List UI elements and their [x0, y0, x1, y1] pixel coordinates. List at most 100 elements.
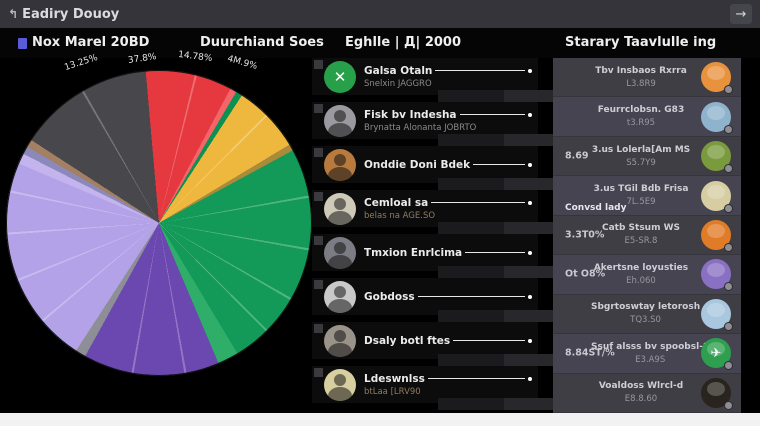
status-dot	[724, 361, 733, 371]
status-dot	[724, 321, 733, 331]
list-item[interactable]: Fisk bv Indesha Brynatta Alonanta JOBRTO	[312, 102, 558, 146]
sidebar-row[interactable]: 3.3T0% Catb Stsum WS E5-SR.8	[553, 216, 741, 256]
sidebar-row[interactable]: Convsd lady 3.us TGil Bdb Frisa 7L.5E9	[553, 176, 741, 216]
sidebar-row[interactable]: Ot O8% Akertsne loyusties Eh.060	[553, 255, 741, 295]
avatar	[324, 104, 356, 137]
avatar	[701, 101, 733, 134]
leader-dot	[528, 112, 532, 117]
list-item-title: Dsaly botl ftes	[364, 334, 451, 347]
right-sidebar: Tbv Insbaos Rxrra L3.8R9 Feurrclobsn. G83 t…	[553, 58, 741, 413]
leader-dot	[528, 200, 532, 205]
sidebar-item-name: Sbgrtoswtay letorosh	[591, 302, 701, 313]
row-gap-bar	[438, 266, 558, 278]
bottom-strip	[0, 413, 760, 426]
status-dot	[724, 164, 733, 174]
sidebar-sub-left-label: Convsd lady	[565, 202, 627, 213]
status-dot	[724, 400, 733, 410]
pie-chart[interactable]	[6, 70, 312, 376]
forward-arrow-button[interactable]: →	[730, 4, 752, 24]
header-col-1: Nox Marel 20BD	[32, 35, 150, 50]
avatar	[324, 324, 356, 357]
row-notch	[314, 148, 323, 157]
header-col-2: Duurchiand Soes	[200, 35, 324, 50]
list-item-title: Ldeswnlss	[364, 372, 425, 385]
sidebar-item-name: Feurrclobsn. G83	[597, 105, 685, 116]
avatar	[701, 298, 733, 331]
avatar	[701, 141, 733, 174]
sidebar-item-value: E5-SR.8	[624, 236, 658, 247]
sidebar-item-value: Eh.060	[626, 275, 656, 286]
sidebar-item-value: t3.R95	[626, 118, 656, 129]
sidebar-item-value: E8.8.60	[624, 394, 658, 405]
sidebar-left-label: Ot O8%	[565, 268, 606, 280]
status-dot	[724, 242, 733, 252]
row-notch	[314, 280, 323, 289]
list-item-title: Galsa Otaln	[364, 64, 433, 77]
sidebar-left-label: 3.3T0%	[565, 229, 605, 241]
sidebar-item-value: S5.7Y9	[626, 157, 656, 168]
sidebar-row[interactable]: Voaldoss Wlrcl-d E8.8.60	[553, 374, 741, 413]
leader-dot	[528, 68, 532, 73]
sidebar-item-name: 3.us Lolerla[Am MS	[591, 144, 691, 155]
sidebar-left-label: 8.84ST/%	[565, 347, 615, 359]
list-item-subtitle: belas na AGE.SO	[364, 210, 436, 221]
row-gap-bar	[438, 178, 558, 190]
row-gap-bar	[438, 398, 558, 410]
row-notch	[314, 60, 323, 69]
list-item-title: Cemloal sa	[364, 196, 429, 209]
sidebar-row[interactable]: 8.84ST/% Ssuf alsss bv spoobsl-S E3.A9S ✈	[553, 334, 741, 374]
header-col-3: Eghlle | Д| 2000	[345, 35, 462, 50]
list-item[interactable]: Onddie Doni Bdek	[312, 146, 558, 190]
status-dot	[724, 203, 733, 213]
leader-line	[465, 252, 525, 253]
titlebar: ↰ Eadiry Douoy →	[0, 0, 760, 28]
sidebar-item-name: Tbv Insbaos Rxrra	[595, 65, 687, 76]
window-title: Eadiry Douoy	[22, 6, 120, 22]
sidebar-row[interactable]: Sbgrtoswtay letorosh TQ3.S0	[553, 295, 741, 335]
sidebar-item-name: Ssuf alsss bv spoobsl-S	[591, 341, 710, 352]
bookmark-icon	[18, 38, 27, 49]
avatar	[324, 192, 356, 225]
list-item[interactable]: Cemloal sa belas na AGE.SO	[312, 190, 558, 234]
avatar	[701, 377, 733, 410]
leader-line	[453, 340, 525, 341]
sidebar-left-label: 8.69	[565, 150, 589, 162]
sidebar-row[interactable]: Feurrclobsn. G83 t3.R95	[553, 97, 741, 137]
ranked-list: ✕ Galsa Otaln Snelxin JAGGRO Fisk bv Indesh…	[312, 58, 558, 410]
list-item[interactable]: Gobdoss	[312, 278, 558, 322]
list-item[interactable]: Ldeswnlss btLaa [LRV90	[312, 366, 558, 410]
back-icon[interactable]: ↰	[8, 7, 19, 21]
status-dot	[724, 282, 733, 292]
leader-line	[417, 296, 525, 297]
sidebar-item-name: Catb Stsum WS	[601, 223, 681, 234]
list-item[interactable]: Dsaly botl ftes	[312, 322, 558, 366]
avatar	[324, 280, 356, 313]
avatar	[324, 148, 356, 181]
list-item-title: Fisk bv Indesha	[364, 108, 457, 121]
leader-dot	[528, 162, 532, 167]
row-gap-bar	[438, 90, 558, 102]
sidebar-row[interactable]: Tbv Insbaos Rxrra L3.8R9	[553, 58, 741, 98]
avatar: ✈	[701, 338, 733, 371]
sidebar-item-name: Akertsne loyusties	[593, 262, 689, 273]
status-dot	[724, 124, 733, 134]
sidebar-item-value: L3.8R9	[626, 78, 656, 89]
avatar	[701, 180, 733, 213]
avatar	[324, 236, 356, 269]
leader-dot	[528, 294, 532, 299]
row-notch	[314, 192, 323, 201]
row-notch	[314, 104, 323, 113]
list-item[interactable]: ✕ Galsa Otaln Snelxin JAGGRO	[312, 58, 558, 102]
list-item-title: Onddie Doni Bdek	[364, 158, 471, 171]
list-item-subtitle: Brynatta Alonanta JOBRTO	[364, 122, 477, 133]
avatar	[701, 219, 733, 252]
sidebar-item-value: 7L.5E9	[626, 197, 656, 208]
leader-line	[435, 70, 525, 71]
list-item[interactable]: Tmxion Enrlcima	[312, 234, 558, 278]
sidebar-row[interactable]: 8.69 3.us Lolerla[Am MS S5.7Y9	[553, 137, 741, 177]
row-gap-bar	[438, 310, 558, 322]
row-notch	[314, 324, 323, 333]
leader-line	[431, 202, 525, 203]
pie-chart-area: 13.25% 37.8% 14.78% 4M.9%	[6, 50, 312, 376]
sidebar-item-value: TQ3.S0	[630, 315, 661, 326]
